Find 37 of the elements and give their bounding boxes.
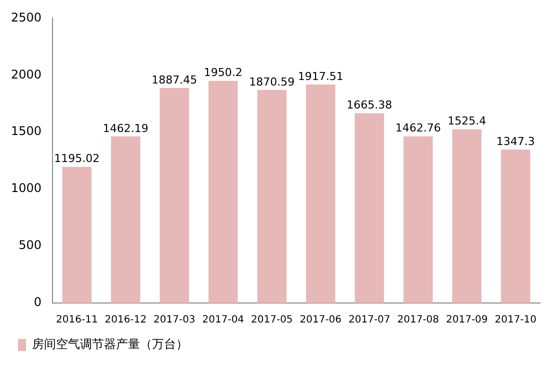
x-tick-label: 2017-08 <box>397 314 440 326</box>
y-tick-label: 500 <box>18 238 42 252</box>
data-label: 1195.02 <box>54 152 100 166</box>
data-label: 1462.76 <box>395 122 441 135</box>
x-tick-label: 2016-11 <box>56 314 98 326</box>
y-tick-label: 1000 <box>10 181 42 196</box>
x-tick-label: 2017-04 <box>202 314 244 326</box>
x-tick-label: 2017-06 <box>300 314 342 326</box>
bar <box>62 166 92 303</box>
x-tick-label: 2017-09 <box>446 314 488 326</box>
data-label: 1462.19 <box>102 122 148 135</box>
data-label: 1887.45 <box>152 73 198 86</box>
data-label: 1950.2 <box>204 66 242 80</box>
y-tick-label: 2000 <box>10 67 42 82</box>
y-tick-label: 2500 <box>10 10 42 24</box>
bar <box>160 88 190 303</box>
bar <box>306 84 336 303</box>
bar <box>111 136 140 303</box>
data-label: 1870.59 <box>249 75 295 88</box>
bar <box>452 129 482 303</box>
data-label: 1917.51 <box>298 70 344 83</box>
bar <box>257 90 287 303</box>
bar <box>501 150 530 303</box>
bar <box>208 80 238 303</box>
data-label: 1525.4 <box>448 114 486 128</box>
data-label: 1665.38 <box>346 98 392 112</box>
x-tick-label: 2017-05 <box>251 314 293 326</box>
bar <box>354 113 384 303</box>
x-tick-label: 2017-07 <box>348 314 390 326</box>
legend-label: 房间空气调节器产量（万台） <box>32 337 188 352</box>
y-tick-label: 1500 <box>10 124 42 138</box>
bar <box>404 136 433 303</box>
x-tick-label: 2017-10 <box>494 314 537 326</box>
data-label: 1347.3 <box>496 134 535 148</box>
x-tick-label: 2016-12 <box>104 314 147 326</box>
x-tick-label: 2017-03 <box>154 314 196 326</box>
y-tick-label: 0 <box>34 295 42 310</box>
